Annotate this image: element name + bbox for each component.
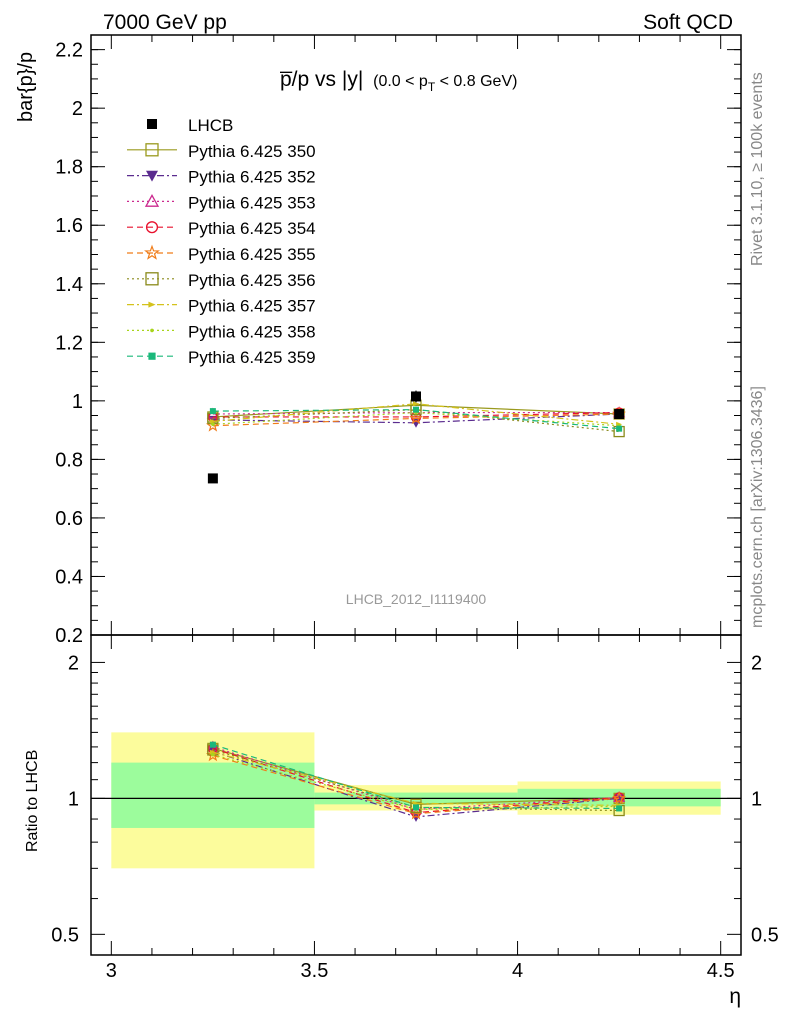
ratio-series-point <box>616 805 623 812</box>
y-tick-label: 2.2 <box>55 40 83 62</box>
legend-marker <box>148 301 156 308</box>
series-point <box>413 406 419 413</box>
legend-marker <box>144 194 160 207</box>
ratio-y-tick-label-right: 2 <box>751 652 762 674</box>
plot-title: p̅/p vs |y| (0.0 < pT < 0.8 GeV) <box>279 68 517 94</box>
series-point <box>209 418 216 424</box>
x-tick-label: 4.5 <box>707 960 735 982</box>
series-point <box>616 425 623 432</box>
title-sub-sub: T <box>428 80 436 94</box>
legend-marker <box>146 170 158 182</box>
series-lhcb <box>207 390 625 484</box>
main-y-label: bar{p}/p <box>15 52 37 122</box>
y-tick-label: 0.2 <box>55 625 83 647</box>
title-sub-post: < 0.8 GeV) <box>435 73 517 90</box>
ratio-series-point <box>209 741 216 748</box>
stat-uncertainty-band <box>111 762 315 828</box>
legend-label: Pythia 6.425 358 <box>188 322 316 341</box>
ratio-plot-content <box>205 740 627 822</box>
y-tick-label: 1.2 <box>55 332 83 354</box>
x-axis-label: η <box>729 985 741 1008</box>
series-point <box>413 401 419 407</box>
x-tick-label: 3.5 <box>301 960 329 982</box>
legend-label: Pythia 6.425 359 <box>188 348 316 367</box>
legend: LHCB Pythia 6.425 350 Pythia 6.425 352 Pyth… <box>127 116 316 367</box>
y-tick-label: 1.8 <box>55 157 83 179</box>
ratio-series-point <box>413 804 419 811</box>
legend-label: Pythia 6.425 352 <box>188 168 316 187</box>
ratio-frame <box>90 634 742 956</box>
header-right: Soft QCD <box>643 11 733 34</box>
series-pythia-6-425-359 <box>209 406 623 432</box>
ratio-y-tick-label-left: 0.5 <box>51 924 79 946</box>
data-point <box>207 473 218 484</box>
ratio-series-line <box>212 746 620 811</box>
ratio-series-line <box>212 754 620 815</box>
series-point <box>209 408 216 415</box>
ratio-y-tick-label-right: 0.5 <box>751 924 779 946</box>
header-left: 7000 GeV pp <box>103 11 227 34</box>
ratio-series-point <box>612 791 627 805</box>
ratio-y-label: Ratio to LHCB <box>24 750 41 852</box>
legend-label: Pythia 6.425 354 <box>188 219 316 238</box>
y-tick-label: 1.6 <box>55 215 83 237</box>
legend-marker <box>145 272 159 286</box>
legend-marker <box>148 352 156 360</box>
data-point <box>614 409 625 420</box>
ratio-series-point <box>211 752 215 757</box>
series-line <box>212 413 620 427</box>
title-sub-pre: (0.0 < p <box>373 73 428 90</box>
ratio-x-ticks: 3 3.5 4 4.5 <box>106 635 735 982</box>
series-line <box>212 411 620 418</box>
main-plot-content <box>205 390 627 484</box>
legend-marker <box>150 328 154 333</box>
ratio-y-tick-label-right: 1 <box>751 788 762 810</box>
legend-marker <box>145 143 159 157</box>
ratio-bands <box>111 732 721 869</box>
ratio-panel: 0.5 0.5 1 1 2 2 3 3.5 4 4.5 Ratio to LHCB η <box>24 634 779 1008</box>
x-tick-label: 4 <box>512 960 523 982</box>
main-x-ticks <box>110 35 722 635</box>
ratio-y-ticks: 0.5 0.5 1 1 2 2 <box>51 652 779 946</box>
legend-label: Pythia 6.425 356 <box>188 271 316 290</box>
legend-marker <box>145 221 159 234</box>
y-tick-label: 0.4 <box>55 566 83 588</box>
data-point <box>411 391 421 402</box>
y-tick-label: 1.4 <box>55 274 83 296</box>
legend-label: Pythia 6.425 357 <box>188 297 316 316</box>
series-point <box>409 411 423 425</box>
title-main: p̅/p vs |y| <box>279 68 363 91</box>
legend-label: Pythia 6.425 350 <box>188 142 316 161</box>
y-tick-label: 1 <box>72 391 83 413</box>
y-tick-label: 2 <box>72 98 83 120</box>
mcplots-label: mcplots.cern.ch [arXiv:1306.3436] <box>749 386 766 628</box>
legend-label: Pythia 6.425 353 <box>188 193 316 212</box>
series-point <box>211 422 215 427</box>
analysis-watermark: LHCB_2012_I1119400 <box>346 591 487 607</box>
legend-marker <box>147 119 157 129</box>
legend-label: Pythia 6.425 355 <box>188 245 316 264</box>
legend-label: LHCB <box>188 116 233 135</box>
ratio-series-point <box>209 749 216 755</box>
main-y-ticks: 0.2 0.4 0.6 0.8 1 1.2 1.4 1.6 1.8 2 2.2 <box>55 34 741 647</box>
legend-marker <box>144 244 160 260</box>
main-panel: 0.2 0.4 0.6 0.8 1 1.2 1.4 1.6 1.8 2 2.2 p̅/p vs |y… <box>15 34 742 647</box>
y-tick-label: 0.6 <box>55 508 83 530</box>
y-tick-label: 0.8 <box>55 449 83 471</box>
ratio-series-pythia-6-425-359 <box>209 741 623 812</box>
rivet-label: Rivet 3.1.10, ≥ 100k events <box>749 72 766 266</box>
ratio-y-tick-label-left: 1 <box>68 788 79 810</box>
x-tick-label: 3 <box>106 960 117 982</box>
ratio-y-tick-label-left: 2 <box>68 652 79 674</box>
